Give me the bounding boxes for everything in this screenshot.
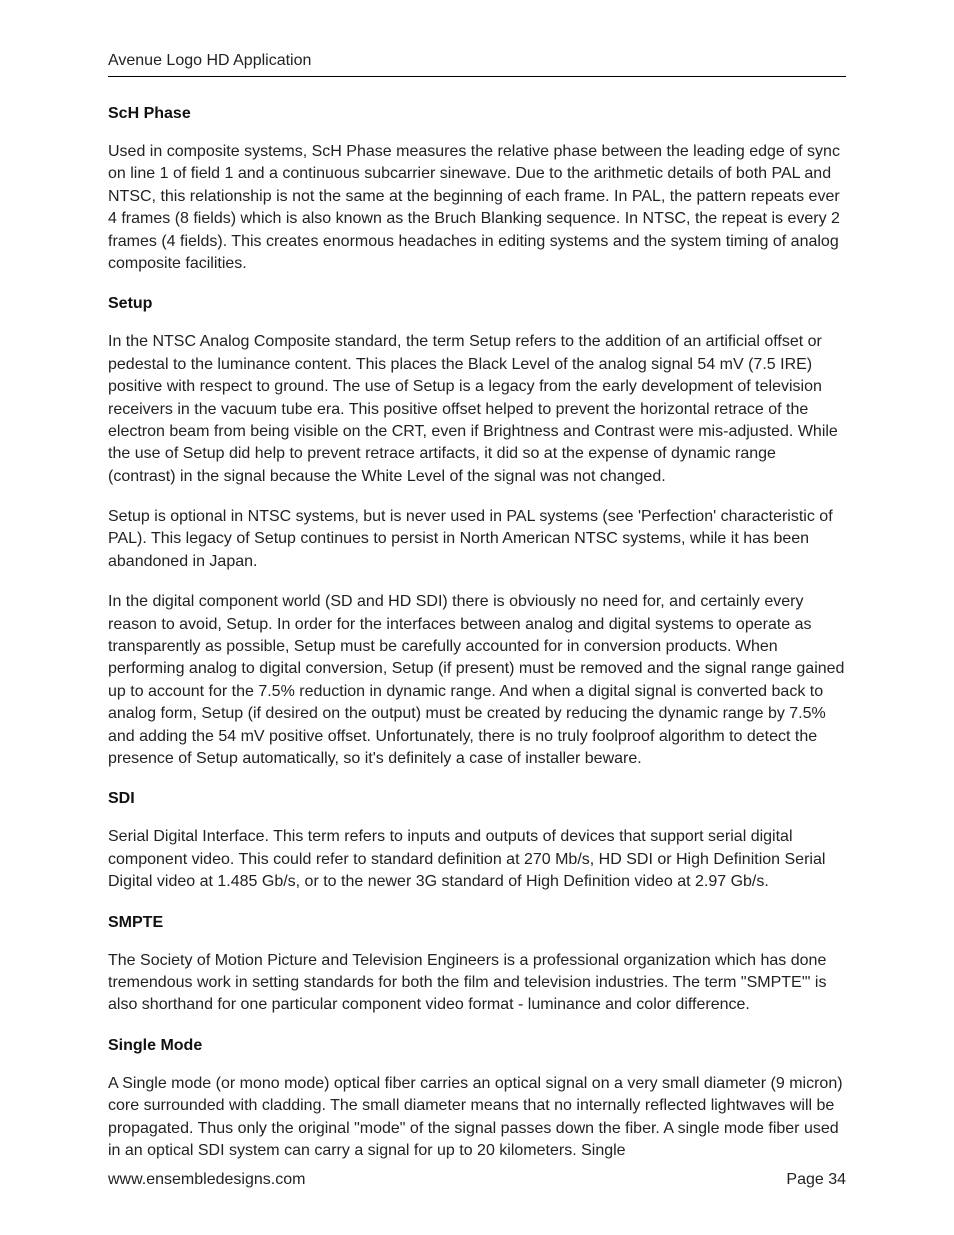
paragraph: The Society of Motion Picture and Televi… — [108, 950, 846, 1017]
running-header: Avenue Logo HD Application — [108, 52, 846, 77]
paragraph: In the digital component world (SD and H… — [108, 591, 846, 770]
document-page: Avenue Logo HD Application ScH Phase Use… — [0, 0, 954, 1235]
section-heading-smpte: SMPTE — [108, 914, 846, 932]
section-heading-setup: Setup — [108, 295, 846, 313]
section-heading-sdi: SDI — [108, 790, 846, 808]
section-heading-single-mode: Single Mode — [108, 1037, 846, 1055]
footer-page-number: Page 34 — [786, 1171, 846, 1189]
page-footer: www.ensembledesigns.com Page 34 — [108, 1171, 846, 1189]
paragraph: A Single mode (or mono mode) optical fib… — [108, 1073, 846, 1163]
paragraph: In the NTSC Analog Composite standard, t… — [108, 331, 846, 488]
paragraph: Serial Digital Interface. This term refe… — [108, 826, 846, 893]
section-heading-sch-phase: ScH Phase — [108, 105, 846, 123]
footer-url: www.ensembledesigns.com — [108, 1171, 305, 1189]
paragraph: Setup is optional in NTSC systems, but i… — [108, 506, 846, 573]
paragraph: Used in composite systems, ScH Phase mea… — [108, 141, 846, 275]
